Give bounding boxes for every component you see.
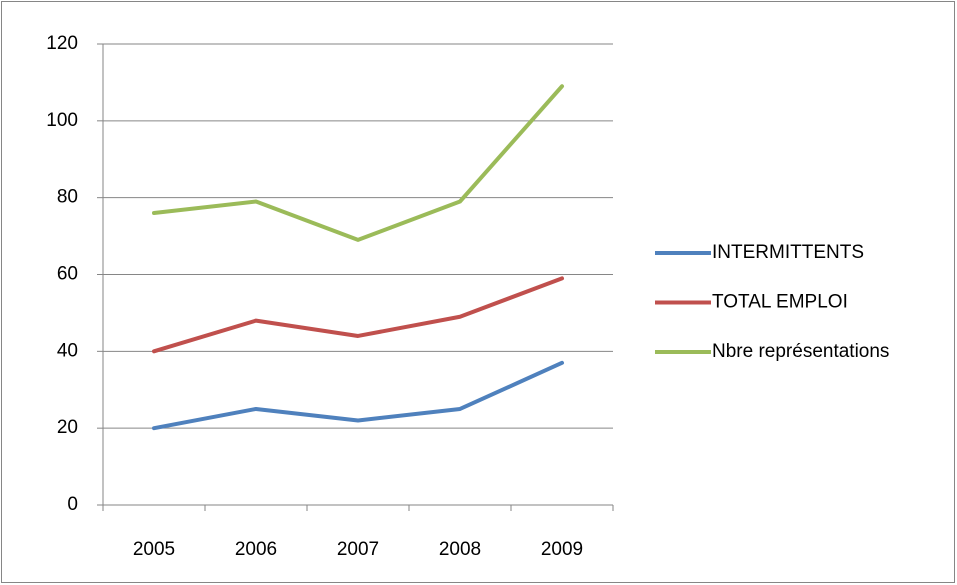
y-tick-label: 80: [57, 187, 78, 208]
x-tick-label: 2009: [541, 539, 583, 560]
x-tick-label: 2008: [439, 539, 481, 560]
y-tick-label: 60: [57, 264, 78, 285]
y-tick-label: 0: [67, 494, 78, 515]
series-line: [152, 360, 564, 431]
x-tick-label: 2007: [337, 539, 379, 560]
y-tick-label: 120: [46, 33, 78, 54]
x-tick-label: 2005: [133, 539, 175, 560]
legend-label: Nbre représentations: [712, 341, 889, 362]
y-tick-label: 20: [57, 417, 78, 438]
series-line: [152, 276, 564, 354]
series-line: [152, 84, 564, 242]
legend-label: TOTAL EMPLOI: [712, 292, 848, 313]
y-tick-label: 100: [46, 110, 78, 131]
y-tick-label: 40: [57, 340, 78, 361]
x-tick-label: 2006: [235, 539, 277, 560]
legend-label: INTERMITTENTS: [712, 242, 864, 263]
